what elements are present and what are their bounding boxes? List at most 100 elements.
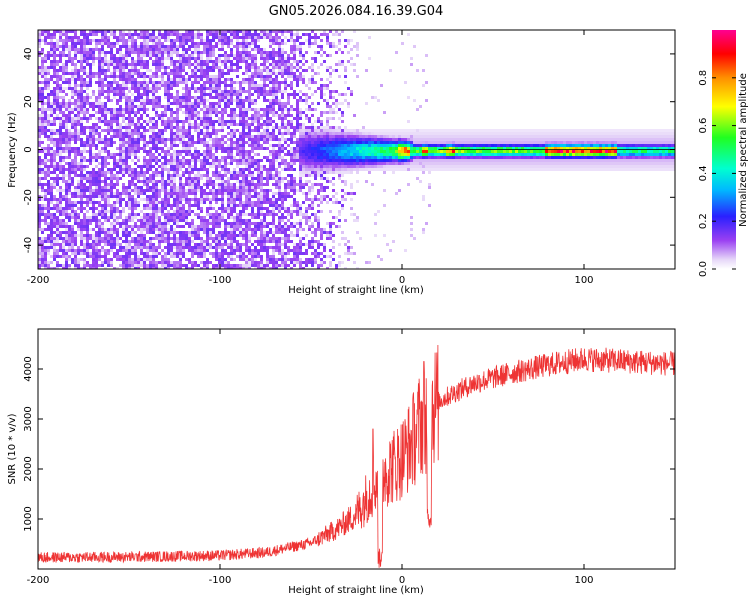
heatmap-cell (206, 114, 209, 117)
heatmap-cell (227, 171, 230, 174)
heatmap-cell (71, 204, 74, 207)
heatmap-cell (200, 240, 203, 243)
heatmap-cell (182, 132, 185, 135)
heatmap-cell (113, 153, 116, 156)
heatmap-cell (107, 120, 110, 123)
heatmap-cell (140, 222, 143, 225)
heatmap-cell (122, 33, 125, 36)
heatmap-cell (224, 156, 227, 159)
heatmap-cell (119, 45, 122, 48)
heatmap-cell (50, 255, 53, 258)
heatmap-cell (260, 117, 263, 120)
heatmap-cell (80, 171, 83, 174)
heatmap-cell (89, 117, 92, 120)
heatmap-cell (59, 132, 62, 135)
heatmap-cell (185, 141, 188, 144)
heatmap-cell (227, 225, 230, 228)
heatmap-cell (62, 114, 65, 117)
heatmap-cell (248, 138, 251, 141)
heatmap-cell (263, 36, 266, 39)
heatmap-cell (260, 63, 263, 66)
heatmap-cell (119, 237, 122, 240)
heatmap-cell (209, 216, 212, 219)
heatmap-cell (170, 192, 173, 195)
heatmap-cell (269, 111, 272, 114)
heatmap-cell (167, 150, 170, 153)
heatmap-cell (230, 147, 233, 150)
heatmap-cell (59, 57, 62, 60)
heatmap-cell (263, 222, 266, 225)
heatmap-cell (140, 225, 143, 228)
heatmap-cell (140, 87, 143, 90)
heatmap-cell (152, 216, 155, 219)
heatmap-cell (143, 261, 146, 264)
heatmap-cell (53, 237, 56, 240)
heatmap-cell (86, 93, 89, 96)
heatmap-cell (242, 99, 245, 102)
heatmap-cell (269, 159, 272, 162)
heatmap-cell (161, 174, 164, 177)
heatmap-cell (158, 219, 161, 222)
heatmap-cell (92, 51, 95, 54)
heatmap-cell (47, 69, 50, 72)
heatmap-cell (179, 210, 182, 213)
heatmap-cell (68, 114, 71, 117)
heatmap-cell (176, 237, 179, 240)
heatmap-cell (197, 129, 200, 132)
heatmap-cell (80, 174, 83, 177)
heatmap-cell (266, 120, 269, 123)
heatmap-cell (140, 246, 143, 249)
heatmap-cell (80, 105, 83, 108)
heatmap-cell (137, 51, 140, 54)
heatmap-cell (263, 231, 266, 234)
heatmap-cell (74, 192, 77, 195)
heatmap-cell (149, 39, 152, 42)
heatmap-cell (53, 33, 56, 36)
heatmap-cell (257, 129, 260, 132)
heatmap-cell (164, 258, 167, 261)
heatmap-cell (44, 150, 47, 153)
heatmap-cell (239, 135, 242, 138)
heatmap-cell (191, 171, 194, 174)
heatmap-cell (50, 123, 53, 126)
heatmap-cell (143, 150, 146, 153)
heatmap-cell (176, 96, 179, 99)
heatmap-cell (119, 258, 122, 261)
heatmap-cell (98, 126, 101, 129)
heatmap-cell (257, 90, 260, 93)
heatmap-cell (38, 246, 41, 249)
heatmap-cell (71, 261, 74, 264)
heatmap-cell (125, 156, 128, 159)
heatmap-cell (260, 234, 263, 237)
heatmap-cell (110, 237, 113, 240)
heatmap-cell (191, 186, 194, 189)
heatmap-cell (146, 51, 149, 54)
heatmap-cell (257, 84, 260, 87)
heatmap-cell (242, 255, 245, 258)
heatmap-cell (176, 243, 179, 246)
heatmap-cell (209, 42, 212, 45)
heatmap-cell (140, 228, 143, 231)
heatmap-cell (50, 237, 53, 240)
heatmap-cell (107, 177, 110, 180)
heatmap-cell (122, 210, 125, 213)
heatmap-cell (185, 162, 188, 165)
heatmap-cell (278, 153, 281, 156)
heatmap-cell (254, 195, 257, 198)
heatmap-cell (170, 162, 173, 165)
heatmap-cell (71, 171, 74, 174)
heatmap-cell (164, 129, 167, 132)
heatmap-cell (173, 189, 176, 192)
heatmap-cell (182, 33, 185, 36)
heatmap-cell (188, 141, 191, 144)
heatmap-cell (158, 63, 161, 66)
heatmap-cell (254, 90, 257, 93)
heatmap-cell (86, 198, 89, 201)
heatmap-cell (62, 105, 65, 108)
heatmap-cell (155, 156, 158, 159)
heatmap-cell (230, 150, 233, 153)
heatmap-cell (206, 60, 209, 63)
heatmap-cell (44, 87, 47, 90)
heatmap-cell (164, 87, 167, 90)
heatmap-cell (116, 243, 119, 246)
